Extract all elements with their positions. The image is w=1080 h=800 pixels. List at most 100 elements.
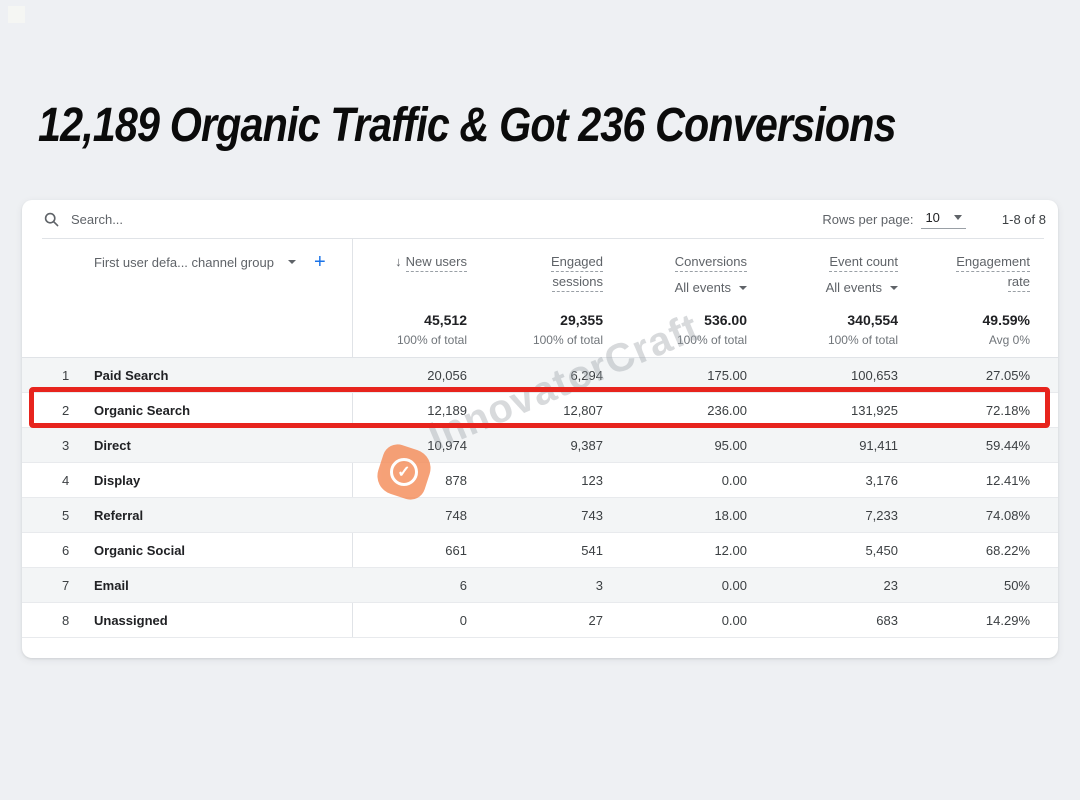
rows-per-page-value: 10	[925, 209, 940, 225]
chevron-down-icon	[739, 286, 747, 290]
table-toolbar: Search... Rows per page: 10 1-8 of 8	[22, 200, 1058, 238]
column-header-label: Event count	[829, 254, 898, 272]
table-row[interactable]: 1 Paid Search 20,056 6,294 175.00 100,65…	[22, 358, 1058, 393]
total-event-count: 340,554 100% of total	[747, 305, 898, 357]
conversions-value: 0.00	[721, 472, 747, 488]
sort-descending-icon: ↓	[395, 254, 402, 269]
channel-name: Organic Search	[94, 402, 191, 418]
new-users-value: 0	[459, 612, 467, 628]
conversions-value: 236.00	[707, 402, 747, 418]
event-count-value: 91,411	[859, 437, 898, 453]
engagement-rate-value: 68.22%	[985, 542, 1030, 558]
channel-name: Organic Social	[94, 542, 186, 558]
total-subtext: Avg 0%	[988, 333, 1030, 347]
dimension-header-label: First user defa... channel group	[94, 254, 274, 270]
engaged-sessions-value: 3	[595, 577, 603, 593]
total-subtext: 100% of total	[532, 333, 603, 347]
event-count-value: 683	[876, 612, 898, 628]
rows-per-page-select[interactable]: 10	[921, 209, 966, 229]
channel-name: Referral	[94, 507, 144, 523]
new-users-value: 878	[445, 472, 467, 488]
engaged-sessions-value: 123	[581, 472, 603, 488]
table-row[interactable]: 5 Referral 748 743 18.00 7,233 74.08%	[22, 498, 1058, 533]
pagination-controls: Rows per page: 10 1-8 of 8	[822, 210, 1046, 229]
engaged-sessions-value: 6,294	[570, 367, 603, 383]
search-input[interactable]: Search...	[44, 212, 123, 227]
table-row[interactable]: 8 Unassigned 0 27 0.00 683 14.29%	[22, 603, 1058, 638]
column-header-engagement-rate[interactable]: Engagement rate	[898, 238, 1030, 305]
total-engaged-sessions: 29,355 100% of total	[467, 305, 603, 357]
total-subtext: 100% of total	[396, 333, 467, 347]
totals-row: 45,512 100% of total 29,355 100% of tota…	[22, 305, 1058, 358]
rows-per-page-label: Rows per page:	[822, 211, 914, 227]
event-count-event-filter[interactable]: All events	[826, 278, 898, 298]
channel-name: Email	[94, 577, 129, 593]
engaged-sessions-value: 541	[581, 542, 603, 558]
table-row[interactable]: 3 Direct 10,974 9,387 95.00 91,411 59.44…	[22, 428, 1058, 463]
conversions-value: 95.00	[714, 437, 747, 453]
corner-artifact	[8, 6, 25, 23]
column-header-label: rate	[1007, 274, 1030, 292]
engaged-sessions-value: 27	[588, 612, 603, 628]
column-header-conversions[interactable]: Conversions All events	[603, 238, 747, 305]
channel-name: Display	[94, 472, 141, 488]
event-count-value: 3,176	[865, 472, 898, 488]
event-count-value: 5,450	[865, 542, 898, 558]
conversions-value: 12.00	[714, 542, 747, 558]
row-number: 7	[62, 577, 70, 593]
event-count-value: 100,653	[851, 367, 898, 383]
chevron-down-icon	[953, 214, 962, 220]
table-row[interactable]: 7 Email 6 3 0.00 23 50%	[22, 568, 1058, 603]
chevron-down-icon	[287, 260, 296, 264]
column-header-new-users[interactable]: ↓ New users	[352, 238, 467, 305]
event-filter-label: All events	[825, 280, 882, 295]
row-number: 2	[62, 402, 70, 418]
channel-name: Paid Search	[94, 367, 169, 383]
row-number: 6	[62, 542, 70, 558]
engagement-rate-value: 27.05%	[985, 367, 1030, 383]
search-icon	[44, 212, 59, 227]
engagement-rate-value: 72.18%	[985, 402, 1030, 418]
search-placeholder: Search...	[71, 211, 124, 227]
engagement-rate-value: 12.41%	[985, 472, 1030, 488]
page-title: 12,189 Organic Traffic & Got 236 Convers…	[38, 99, 897, 152]
new-users-value: 661	[445, 542, 467, 558]
conversions-value: 175.00	[707, 367, 747, 383]
column-header-engaged-sessions[interactable]: Engaged sessions	[467, 238, 603, 305]
total-value: 29,355	[560, 312, 603, 328]
new-users-value: 20,056	[427, 367, 467, 383]
channel-name: Direct	[94, 437, 131, 453]
engagement-rate-value: 59.44%	[985, 437, 1030, 453]
row-number: 5	[62, 507, 70, 523]
total-value: 49.59%	[982, 312, 1030, 328]
pagination-range: 1-8 of 8	[1001, 211, 1046, 227]
report-table-card: Search... Rows per page: 10 1-8 of 8 Fir…	[22, 200, 1058, 658]
event-count-value: 131,925	[851, 402, 898, 418]
table-row[interactable]: 4 Display 878 123 0.00 3,176 12.41%	[22, 463, 1058, 498]
table-row[interactable]: 6 Organic Social 661 541 12.00 5,450 68.…	[22, 533, 1058, 568]
new-users-value: 6	[459, 577, 467, 593]
conversions-value: 0.00	[721, 612, 747, 628]
event-filter-label: All events	[674, 280, 731, 295]
total-value: 45,512	[424, 312, 467, 328]
dimension-header-dropdown[interactable]: First user defa... channel group +	[22, 238, 352, 272]
total-conversions: 536.00 100% of total	[603, 305, 747, 357]
table-row[interactable]: 2 Organic Search 12,189 12,807 236.00 13…	[22, 393, 1058, 428]
add-dimension-button[interactable]: +	[313, 251, 326, 273]
column-header-label: sessions	[552, 274, 603, 292]
engagement-rate-value: 14.29%	[985, 612, 1030, 628]
conversions-value: 0.00	[721, 577, 747, 593]
row-number: 8	[62, 612, 70, 628]
event-count-value: 7,233	[865, 507, 898, 523]
table-body: 1 Paid Search 20,056 6,294 175.00 100,65…	[22, 358, 1058, 638]
chevron-down-icon	[890, 286, 898, 290]
row-number: 1	[62, 367, 70, 383]
toolbar-divider	[42, 238, 1044, 239]
total-new-users: 45,512 100% of total	[352, 305, 467, 357]
conversions-event-filter[interactable]: All events	[675, 278, 747, 298]
column-header-label: Engaged	[550, 254, 603, 272]
event-count-value: 23	[883, 577, 898, 593]
column-header-event-count[interactable]: Event count All events	[747, 238, 898, 305]
total-value: 340,554	[847, 312, 898, 328]
column-header-label: New users	[405, 254, 467, 272]
